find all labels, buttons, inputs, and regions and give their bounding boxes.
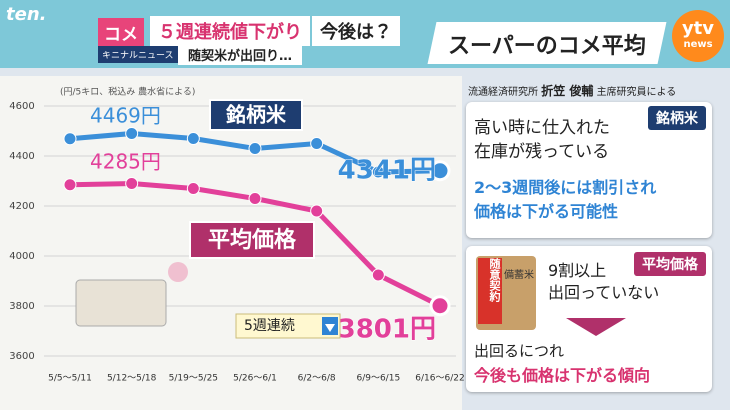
x-tick-label: 5/26～6/1 — [233, 374, 277, 384]
value-label: 4341円 — [338, 155, 436, 185]
source: 流通経済研究所 折笠 俊輔 主席研究員による — [468, 82, 676, 99]
rice-bag: 随意契約 備蓄米 — [476, 256, 536, 330]
channel-logo: ten. — [6, 4, 47, 25]
bag-label: 随意契約 — [478, 258, 502, 324]
point — [429, 295, 451, 317]
shopper-illustration — [168, 262, 188, 282]
point — [429, 160, 451, 182]
brand-line: 在庫が残っている — [474, 142, 610, 162]
point — [63, 132, 77, 146]
tag: コメ — [98, 18, 144, 47]
subhead: 随契米が出回り… — [178, 44, 303, 65]
y-tick-label: 4200 — [9, 201, 34, 212]
x-tick-label: 6/9～6/15 — [356, 374, 400, 384]
brand-outlook: 2～3週間後には割引され 価格は下がる可能性 — [474, 176, 656, 224]
bag-print: 備蓄米 — [504, 270, 534, 281]
brand-line: 高い時に仕入れた — [474, 118, 610, 138]
network-logo: ytv news — [672, 10, 724, 62]
point — [125, 177, 139, 190]
point — [186, 182, 200, 195]
point — [371, 165, 385, 179]
y-tick-label: 4400 — [9, 151, 34, 162]
y-tick-label: 4600 — [9, 101, 34, 112]
value-label: 3801円 — [338, 314, 436, 344]
y-tick-label: 3800 — [9, 301, 34, 312]
panel-title: スーパーのコメ平均 — [448, 34, 646, 59]
average-outlook: 今後も価格は下がる傾向 — [474, 366, 651, 385]
brand-outlook-line: 2～3週間後には割引され — [474, 178, 657, 197]
legend-box — [209, 99, 303, 131]
legend-label: 銘柄米 — [225, 103, 287, 127]
average-tag: 平均価格 — [634, 252, 706, 276]
network-name: ytv — [681, 18, 715, 39]
network-sub: news — [683, 39, 713, 50]
down-arrow — [566, 318, 626, 336]
point — [186, 132, 200, 145]
annotation-arrow — [325, 324, 335, 332]
arrow-shape — [566, 318, 626, 336]
source-name: 折笠 俊輔 — [541, 84, 594, 98]
x-tick-label: 5/5～5/11 — [48, 374, 92, 384]
source-org: 流通経済研究所 — [468, 87, 538, 98]
x-tick-label: 5/12～5/18 — [107, 374, 157, 384]
average-line: 9割以上 — [548, 261, 607, 280]
corner-name: キニナルニュース — [98, 46, 178, 63]
y-tick-label: 3600 — [9, 351, 34, 362]
average-box: 平均価格 随意契約 備蓄米 9割以上 出回っていない 出回るにつれ 今後も価格は… — [466, 246, 712, 392]
brand-tag: 銘柄米 — [648, 106, 706, 130]
brand-lines: 高い時に仕入れた 在庫が残っている — [474, 116, 610, 164]
value-label: 4469円 — [90, 103, 161, 127]
point — [310, 137, 324, 150]
point — [248, 192, 262, 205]
y-tick-label: 4000 — [9, 251, 34, 262]
legend-label: 平均価格 — [208, 227, 297, 253]
brand-box: 銘柄米 高い時に仕入れた 在庫が残っている 2～3週間後には割引され 価格は下が… — [466, 102, 712, 238]
point — [63, 178, 77, 192]
chart-note: (円/5キロ、税込み 農水省による) — [60, 86, 195, 98]
x-tick-label: 5/19～5/25 — [169, 374, 218, 384]
headline: ５週連続値下がり — [150, 16, 310, 46]
source-role: 主席研究員による — [596, 87, 677, 98]
value-label: 4285円 — [90, 149, 161, 173]
point — [371, 268, 385, 282]
brand-outlook-line: 価格は下がる可能性 — [474, 202, 619, 221]
x-tick-label: 6/16～6/22 — [415, 374, 464, 384]
annotation: 5週連続 — [244, 317, 295, 334]
cart-illustration — [75, 279, 167, 327]
point — [248, 142, 262, 155]
average-line: 出回っていない — [548, 283, 660, 302]
point — [310, 204, 324, 218]
point — [125, 127, 139, 140]
headline-question: 今後は？ — [312, 16, 400, 46]
average-lines: 9割以上 出回っていない — [548, 260, 659, 304]
x-tick-label: 6/2～6/8 — [298, 374, 336, 384]
average-then: 出回るにつれ — [474, 342, 565, 360]
legend-box — [189, 221, 315, 259]
